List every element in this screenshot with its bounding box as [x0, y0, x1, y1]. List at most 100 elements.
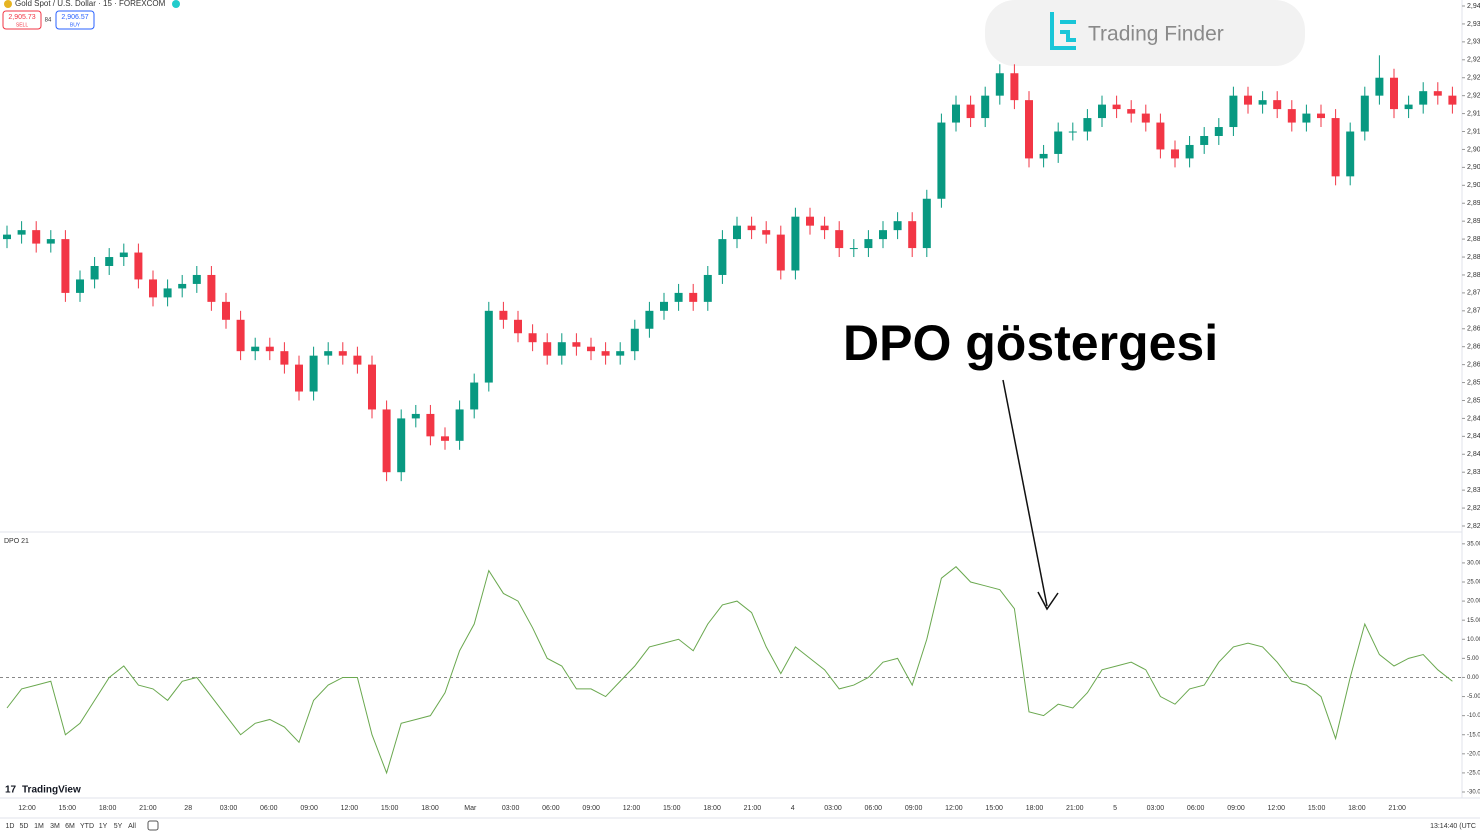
candle-body: [952, 104, 960, 123]
candle-body: [937, 122, 946, 199]
candle-body: [747, 225, 756, 231]
y-tick-label: 2,924.00: [1467, 75, 1480, 82]
y-tick-label: -30.00: [1467, 790, 1480, 796]
y-tick-label: 2,932.00: [1467, 39, 1480, 46]
candle-body: [1258, 100, 1267, 105]
y-tick-label: -25.00: [1467, 770, 1480, 776]
candle-body: [1273, 100, 1282, 110]
range-button[interactable]: 5D: [20, 823, 29, 830]
candle-body: [1112, 104, 1121, 110]
candle-body: [368, 364, 376, 410]
sell-button[interactable]: [2, 10, 42, 30]
candle-body: [733, 225, 741, 240]
candle-body: [1214, 127, 1223, 136]
y-tick-label: 5.00: [1467, 656, 1479, 662]
candle-body: [192, 274, 201, 284]
candle-body: [689, 292, 698, 302]
range-button[interactable]: 1M: [34, 823, 44, 830]
candle-body: [265, 346, 274, 352]
candle-body: [1433, 91, 1442, 96]
candle-body: [1360, 95, 1369, 132]
x-tick-label: 5: [1113, 805, 1117, 812]
candle-body: [1010, 73, 1019, 101]
candle-body: [922, 198, 931, 249]
candle-body: [163, 288, 172, 298]
candle-body: [1171, 149, 1179, 159]
x-tick-label: 18:00: [703, 805, 721, 812]
y-tick-label: 2,828.00: [1467, 505, 1480, 512]
range-button[interactable]: 5Y: [114, 823, 123, 830]
candle-body: [324, 351, 333, 356]
candle-body: [660, 301, 668, 311]
y-tick-label: 2,908.00: [1467, 146, 1480, 153]
candle-body: [1404, 104, 1413, 110]
range-button[interactable]: 1D: [6, 823, 15, 830]
y-tick-label: 2,852.00: [1467, 397, 1480, 404]
candle-body: [251, 346, 260, 352]
x-tick-label: 09:00: [300, 805, 318, 812]
branding: TradingView: [22, 785, 81, 796]
x-tick-label: 15:00: [59, 805, 77, 812]
x-tick-label: 06:00: [542, 805, 560, 812]
x-tick-label: 12:00: [945, 805, 963, 812]
range-button[interactable]: 1Y: [99, 823, 108, 830]
range-button[interactable]: 3M: [50, 823, 60, 830]
candle-body: [1156, 122, 1165, 150]
x-tick-label: 09:00: [905, 805, 923, 812]
candle-body: [616, 351, 625, 356]
candle-body: [411, 413, 420, 419]
candle-body: [1098, 104, 1106, 119]
candle-body: [1127, 109, 1136, 114]
y-tick-label: 2,920.00: [1467, 92, 1480, 99]
date-range-icon[interactable]: [147, 820, 159, 831]
y-tick-label: 30.00: [1467, 560, 1480, 566]
candle-body: [893, 221, 902, 231]
candle-body: [338, 351, 347, 356]
y-tick-label: 2,880.00: [1467, 272, 1480, 279]
candle-body: [397, 418, 406, 473]
candle-body: [557, 342, 566, 356]
x-tick-label: 12:00: [341, 805, 359, 812]
watermark-logo: [1050, 12, 1076, 50]
clock: 13:14:40 (UTC: [1430, 823, 1476, 830]
y-tick-label: 2,824.00: [1467, 523, 1480, 530]
y-tick-label: 2,928.00: [1467, 57, 1480, 64]
y-tick-label: 10.00: [1467, 637, 1480, 643]
candle-body: [280, 351, 289, 365]
candle-body: [3, 234, 11, 240]
candle-body: [222, 301, 230, 320]
x-tick-label: 09:00: [1227, 805, 1245, 812]
sell-label: SELL: [16, 22, 28, 28]
annotation: DPO göstergesi: [843, 315, 1218, 371]
candle-body: [879, 230, 887, 240]
arrow-head: [1037, 591, 1059, 611]
y-tick-label: 2,868.00: [1467, 326, 1480, 333]
candle-body: [835, 230, 844, 249]
y-tick-label: -15.00: [1467, 732, 1480, 738]
candle-body: [295, 364, 303, 392]
y-tick-label: 2,844.00: [1467, 433, 1480, 440]
candle-body: [966, 104, 975, 119]
buy-button[interactable]: [55, 10, 95, 30]
x-tick-label: 21:00: [139, 805, 157, 812]
y-tick-label: 2,832.00: [1467, 487, 1480, 494]
x-tick-label: 15:00: [1308, 805, 1326, 812]
buy-label: BUY: [70, 22, 81, 28]
x-tick-label: 4: [791, 805, 795, 812]
candle-body: [572, 342, 581, 347]
candle-body: [762, 230, 771, 235]
candle-body: [149, 279, 157, 298]
y-tick-label: 35.00: [1467, 541, 1480, 547]
symbol-icon: [4, 0, 12, 8]
range-button[interactable]: All: [128, 823, 136, 830]
candle-body: [1025, 100, 1033, 159]
range-button[interactable]: YTD: [80, 823, 94, 830]
range-button[interactable]: 6M: [65, 823, 75, 830]
y-tick-label: 2,840.00: [1467, 451, 1480, 458]
x-tick-label: 03:00: [502, 805, 520, 812]
y-tick-label: 2,892.00: [1467, 218, 1480, 225]
annotation-arrow: [1002, 379, 1048, 607]
x-tick-label: 21:00: [1388, 805, 1406, 812]
y-tick-label: -20.00: [1467, 751, 1480, 757]
